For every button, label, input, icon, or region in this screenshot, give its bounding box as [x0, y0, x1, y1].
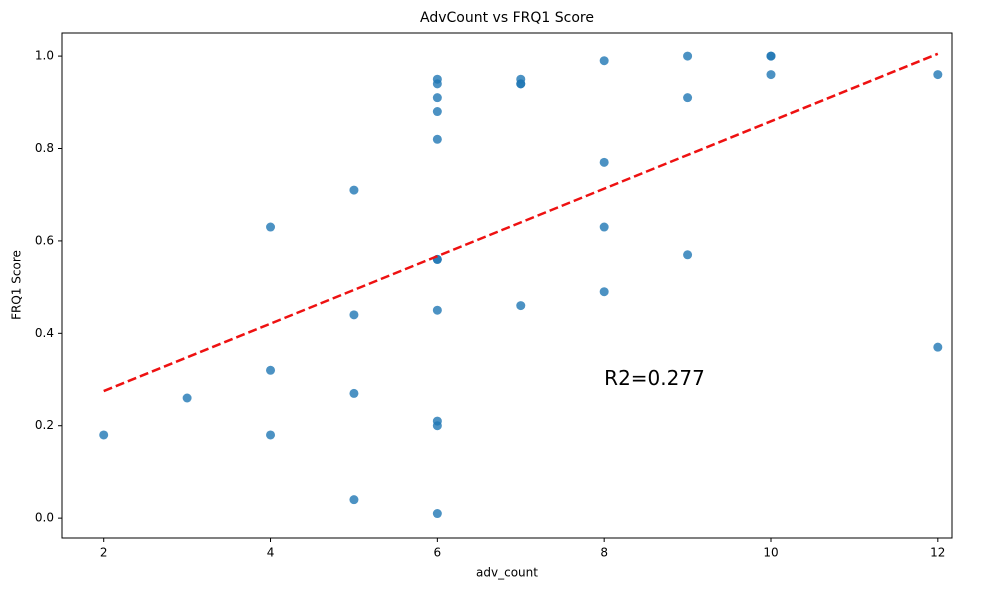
- y-tick-label: 0.2: [35, 418, 54, 432]
- y-tick-label: 0.6: [35, 233, 54, 247]
- x-tick-label: 6: [434, 546, 442, 560]
- point: [432, 134, 442, 144]
- point: [766, 51, 776, 61]
- point: [266, 430, 276, 440]
- x-tick-label: 4: [267, 546, 275, 560]
- point: [516, 79, 526, 89]
- point: [99, 430, 109, 440]
- point: [599, 287, 609, 297]
- annotation: R2=0.277: [604, 366, 705, 390]
- point: [432, 421, 442, 431]
- point: [432, 509, 442, 519]
- y-tick-label: 0.4: [35, 326, 54, 340]
- x-tick-label: 2: [100, 546, 108, 560]
- point: [349, 388, 359, 398]
- point: [599, 222, 609, 232]
- x-axis-label: adv_count: [476, 566, 538, 580]
- point: [266, 222, 276, 232]
- point: [432, 93, 442, 103]
- y-tick-label: 0.0: [35, 511, 54, 525]
- point: [683, 250, 693, 260]
- x-tick-label: 10: [763, 546, 778, 560]
- point: [933, 342, 943, 352]
- point: [933, 70, 943, 80]
- point: [599, 56, 609, 66]
- point: [432, 107, 442, 117]
- y-tick-label: 0.8: [35, 141, 54, 155]
- plot-frame: [61, 32, 953, 539]
- point: [349, 495, 359, 505]
- y-tick-label: 1.0: [35, 49, 54, 63]
- point: [683, 51, 693, 61]
- point: [182, 393, 192, 403]
- x-tick-label: 12: [930, 546, 945, 560]
- point: [599, 157, 609, 167]
- x-tick-label: 8: [600, 546, 608, 560]
- point: [766, 70, 776, 80]
- chart-title: AdvCount vs FRQ1 Score: [420, 10, 594, 26]
- point: [432, 79, 442, 89]
- point: [516, 301, 526, 311]
- fit-line: [103, 52, 939, 393]
- point: [432, 305, 442, 315]
- point: [349, 185, 359, 195]
- point: [266, 365, 276, 375]
- y-axis-label: FRQ1 Score: [10, 250, 24, 320]
- point: [683, 93, 693, 103]
- point: [349, 310, 359, 320]
